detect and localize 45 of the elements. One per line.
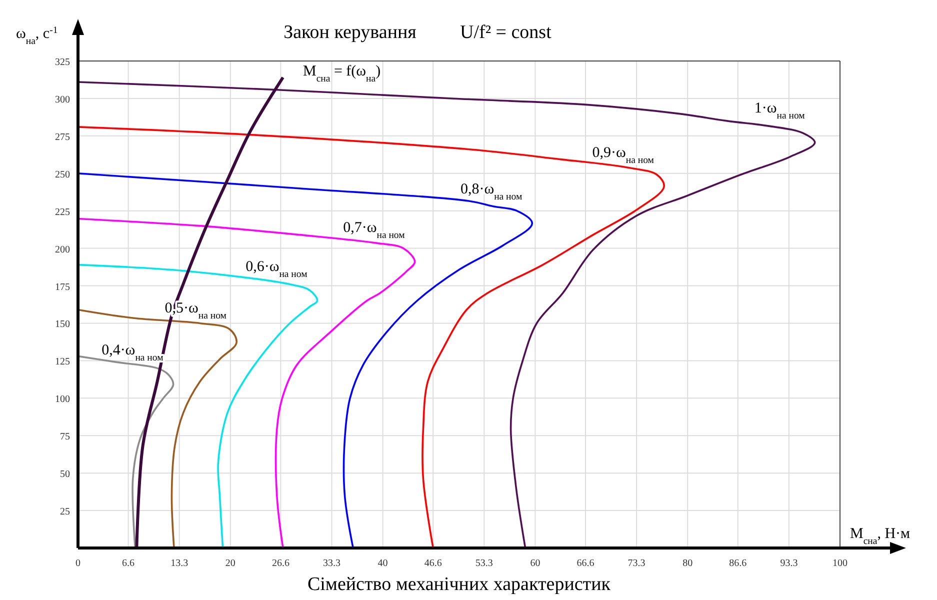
- y-tick-label: 150: [55, 319, 70, 330]
- x-tick-label: 73.3: [628, 558, 646, 569]
- x-tick-label: 40: [378, 558, 388, 569]
- chart-subtitle: U/f² = const: [460, 22, 552, 43]
- chart-title: Закон керування: [284, 22, 417, 43]
- line-series: [77, 355, 174, 549]
- y-tick-label: 325: [55, 57, 70, 68]
- x-axis-title: M$_{cна}$, Н·м: [850, 526, 911, 546]
- series-label: M$_{cна}$ = f(ω$_{на}$): [302, 63, 381, 84]
- y-tick-label: 175: [55, 282, 70, 293]
- y-tick-label: 100: [55, 394, 70, 406]
- x-tick-label: 60: [530, 558, 540, 569]
- y-tick-label: 225: [55, 206, 70, 218]
- x-tick-label: 33.3: [322, 558, 340, 569]
- x-tick-label: 0: [76, 558, 80, 569]
- y-tick-label: 200: [55, 244, 70, 256]
- x-tick-label: 13.3: [170, 558, 188, 569]
- series-label: 0,8·ω$_{на ном}$: [460, 181, 522, 202]
- series-label: 0,9·ω$_{на ном}$: [592, 144, 654, 166]
- y-tick-label: 25: [60, 506, 70, 518]
- x-tick-label: 80: [682, 558, 693, 569]
- x-tick-label: 100: [832, 558, 848, 569]
- series-label: 0,7·ω$_{на ном}$: [343, 220, 405, 240]
- x-tick-label: 20: [225, 558, 236, 569]
- x-tick-label: 53.3: [475, 558, 493, 569]
- series-label: 0,6·ω$_{на ном}$: [246, 258, 308, 280]
- y-tick-label: 300: [55, 94, 70, 106]
- y-tick-label: 50: [60, 469, 70, 480]
- x-tick-label: 86.6: [729, 558, 747, 569]
- line-series: [77, 172, 534, 549]
- line-series: [77, 126, 665, 549]
- x-tick-label: 93.3: [780, 558, 798, 569]
- y-tick-label: 250: [55, 169, 70, 180]
- y-tick-label: 75: [60, 432, 70, 443]
- x-tick-label: 66.6: [576, 558, 594, 569]
- x-tick-label: 46.6: [424, 558, 442, 569]
- y-tick-label: 125: [55, 356, 70, 368]
- text: Сімейство механічних характеристик: [307, 574, 612, 595]
- line-series: [77, 218, 416, 549]
- line-series: [77, 81, 816, 549]
- series-label: 1·ω$_{на ном}$: [754, 100, 805, 122]
- x-tick-label: 26.6: [272, 558, 290, 569]
- y-axis-title: ω$_{на}$, с$^{-1}$: [16, 24, 58, 46]
- x-tick-label: 6.6: [122, 558, 135, 569]
- y-tick-label: 275: [55, 132, 70, 143]
